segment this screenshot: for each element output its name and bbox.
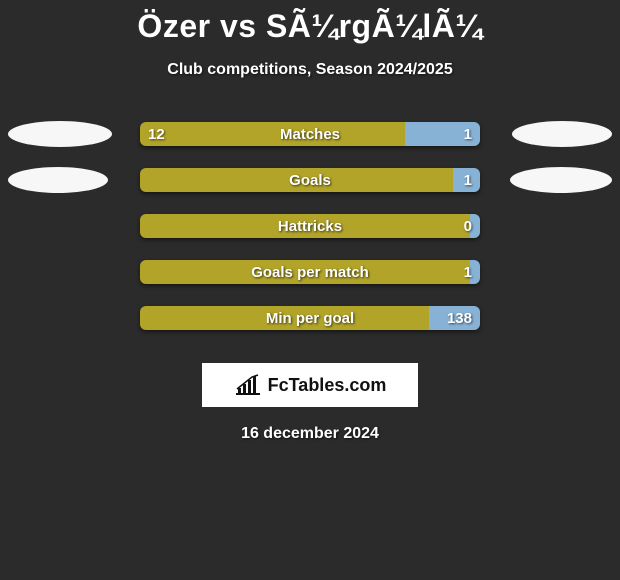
bar-left <box>140 260 470 284</box>
left-oval <box>8 167 108 193</box>
stat-right-value: 1 <box>456 122 480 146</box>
page-subtitle: Club competitions, Season 2024/2025 <box>0 61 620 79</box>
bar-left <box>140 122 405 146</box>
left-oval <box>8 121 112 147</box>
stat-bar: 0Hattricks <box>140 214 480 238</box>
stat-row: 1Goals per match <box>0 249 620 295</box>
bar-left <box>140 214 470 238</box>
date-text: 16 december 2024 <box>0 425 620 443</box>
logo-text: FcTables.com <box>268 375 387 396</box>
stat-row: 0Hattricks <box>0 203 620 249</box>
right-oval <box>512 121 612 147</box>
bar-left <box>140 306 429 330</box>
bar-left <box>140 168 453 192</box>
stat-right-value: 138 <box>439 306 480 330</box>
stat-left-value: 12 <box>140 122 173 146</box>
stat-bar: 121Matches <box>140 122 480 146</box>
stat-bar: 1Goals <box>140 168 480 192</box>
logo: FcTables.com <box>234 374 387 396</box>
bar-chart-icon <box>234 374 262 396</box>
stat-right-value: 1 <box>456 260 480 284</box>
stat-bar: 1Goals per match <box>140 260 480 284</box>
stat-right-value: 0 <box>456 214 480 238</box>
logo-box: FcTables.com <box>202 363 418 407</box>
stat-row: 1Goals <box>0 157 620 203</box>
stat-bar: 138Min per goal <box>140 306 480 330</box>
page-title: Özer vs SÃ¼rgÃ¼lÃ¼ <box>0 0 620 45</box>
stat-row: 121Matches <box>0 111 620 157</box>
right-oval <box>510 167 612 193</box>
stat-row: 138Min per goal <box>0 295 620 341</box>
stat-right-value: 1 <box>456 168 480 192</box>
stats-rows: 121Matches1Goals0Hattricks1Goals per mat… <box>0 111 620 341</box>
